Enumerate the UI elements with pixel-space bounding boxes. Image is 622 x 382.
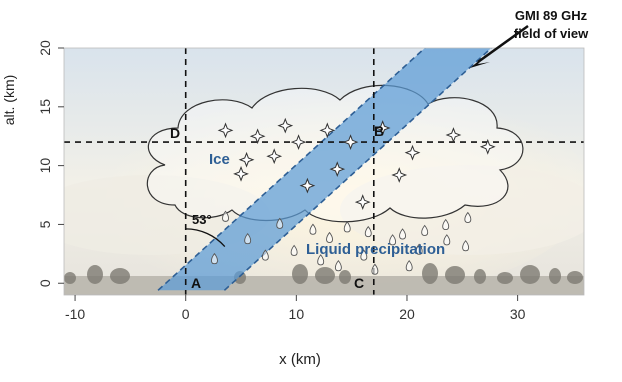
raindrop-icon — [334, 260, 342, 272]
y-axis: 0 5 10 15 20 — [37, 40, 64, 287]
ice-crystal-icon — [233, 165, 249, 182]
tree-icon — [474, 269, 486, 284]
raindrop-icon — [443, 234, 451, 246]
tree-icon — [110, 268, 130, 284]
raindrop-icon — [244, 232, 252, 245]
raindrop-icon — [211, 252, 218, 265]
fov-label-line1: GMI 89 GHz — [515, 8, 588, 23]
raindrop-icon — [317, 254, 325, 266]
tree-icon — [567, 271, 583, 284]
liquid-precip-label: Liquid precipitation — [306, 241, 445, 258]
ice-crystal-icon — [342, 134, 359, 150]
x-tick-label: 10 — [289, 306, 305, 322]
tree-icon — [339, 270, 351, 284]
raindrop-icon — [462, 240, 470, 252]
raindrop-icon — [326, 231, 333, 243]
x-tick-label: 20 — [399, 306, 415, 322]
y-tick-label: 10 — [37, 158, 53, 174]
raindrop-icon — [415, 243, 423, 255]
beam-edge-left — [157, 48, 426, 291]
point-b-label: B — [374, 123, 384, 139]
raindrop-icon — [421, 224, 429, 236]
ice-crystals — [217, 117, 496, 210]
beam-band — [158, 48, 492, 291]
tree-line — [64, 263, 583, 284]
point-d-label: D — [170, 125, 180, 141]
ice-crystal-icon — [354, 194, 371, 210]
raindrop-icon — [343, 221, 351, 233]
ice-crystal-icon — [479, 138, 496, 155]
point-c-label: C — [354, 275, 364, 291]
raindrop-icon — [389, 234, 397, 246]
ice-crystal-icon — [249, 128, 266, 145]
y-axis-label: alt. (km) — [1, 75, 17, 126]
x-tick-label: 0 — [182, 306, 190, 322]
beam-edge-right — [223, 48, 492, 291]
fov-pointer-arrow — [477, 24, 529, 64]
ice-crystal-icon — [266, 148, 283, 165]
y-tick-label: 5 — [37, 220, 53, 228]
raindrop-icon — [222, 210, 229, 222]
raindrop-icon — [360, 249, 368, 261]
y-tick-label: 15 — [37, 99, 53, 115]
ice-crystal-icon — [329, 161, 346, 178]
angle-arc — [185, 228, 226, 248]
ice-crystal-icon — [319, 122, 336, 139]
reference-lines — [64, 48, 584, 295]
raindrop-icon — [309, 223, 317, 235]
point-a-label: A — [191, 275, 201, 291]
ice-crystal-icon — [374, 120, 391, 136]
ice-crystal-icon — [445, 127, 462, 143]
ice-crystal-icon — [238, 151, 255, 168]
x-axis-label: x (km) — [279, 351, 321, 368]
fov-label-line2: field of view — [514, 26, 589, 41]
ice-crystal-icon — [404, 144, 421, 161]
y-tick-label: 20 — [37, 40, 53, 56]
x-tick-label: 30 — [510, 306, 526, 322]
raindrop-icon — [399, 228, 406, 240]
raindrop-icon — [290, 244, 298, 256]
raindrops — [211, 210, 472, 275]
ice-label: Ice — [209, 151, 230, 168]
tree-icon — [445, 266, 465, 284]
raindrop-icon — [364, 225, 372, 238]
y-tick-label: 0 — [37, 279, 53, 287]
ice-crystal-icon — [277, 117, 294, 134]
tree-icon — [422, 263, 438, 284]
raindrop-icon — [371, 263, 379, 275]
ice-crystal-icon — [391, 167, 408, 183]
tree-icon — [497, 272, 513, 284]
ice-crystal-icon — [299, 177, 316, 194]
tree-icon — [549, 268, 561, 284]
ice-crystal-icon — [290, 134, 307, 150]
raindrop-icon — [261, 249, 269, 261]
raindrop-icon — [442, 218, 450, 231]
x-axis: -10 0 10 20 30 — [65, 295, 526, 322]
arrow-head-icon — [470, 55, 490, 68]
raindrop-icon — [276, 217, 284, 229]
tree-icon — [520, 265, 540, 284]
beam-clip — [157, 48, 492, 291]
tree-icon — [87, 265, 103, 284]
x-tick-label: -10 — [65, 306, 85, 322]
angle-label: 53° — [192, 212, 212, 227]
tree-icon — [315, 267, 335, 284]
raindrop-icon — [464, 211, 472, 223]
fov-beam — [157, 48, 492, 291]
tree-icon — [64, 272, 76, 284]
raindrop-icon — [405, 260, 413, 272]
ice-crystal-icon — [217, 122, 234, 139]
tree-icon — [292, 264, 308, 284]
plot-frame — [63, 47, 585, 296]
